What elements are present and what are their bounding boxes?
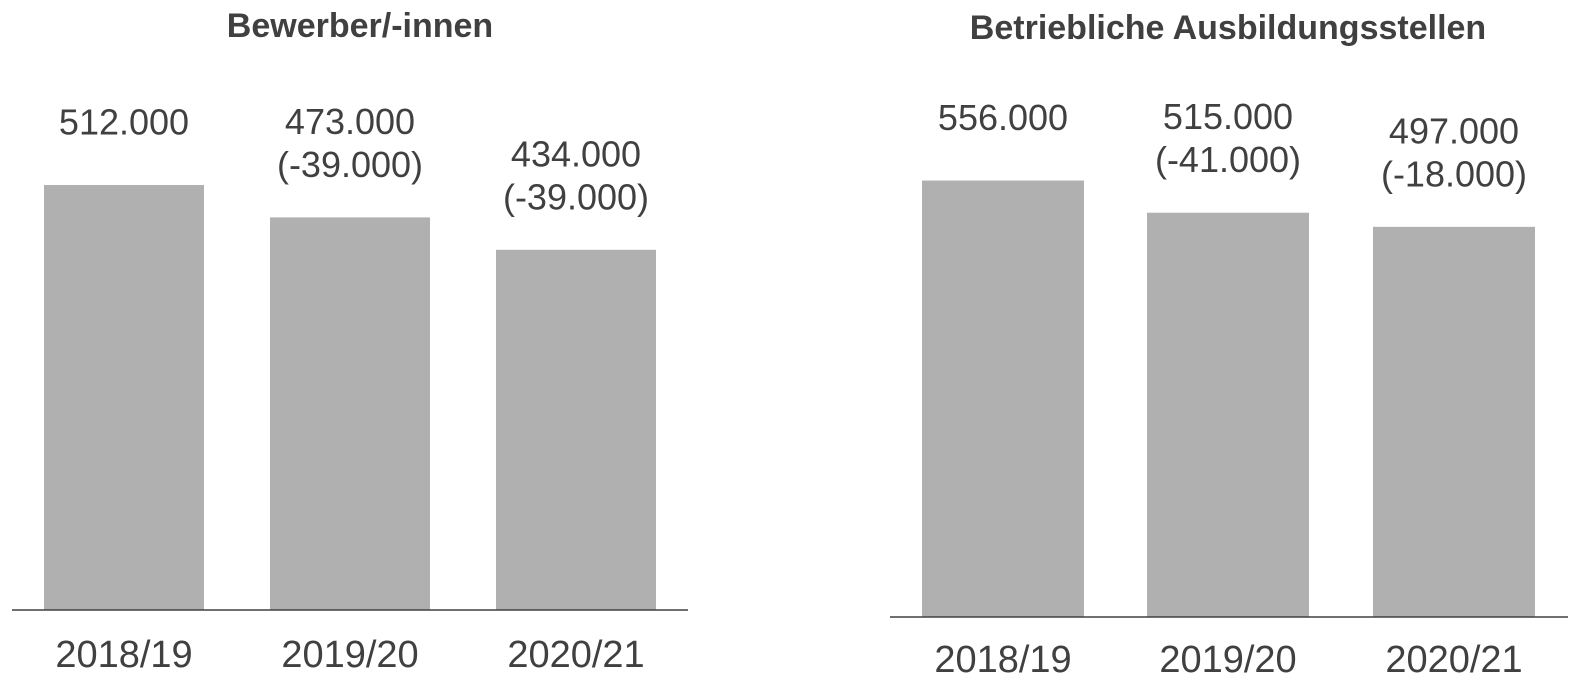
value-label: 497.000 [1389,110,1519,151]
value-label: 473.000 [285,101,415,142]
change-label: (-41.000) [1155,139,1301,180]
x-tick-label: 2020/21 [1385,639,1522,681]
bar [270,217,430,610]
x-tick-label: 2019/20 [281,634,418,676]
x-tick-label: 2018/19 [934,639,1071,681]
bar [496,249,656,610]
change-label: (-18.000) [1381,153,1527,194]
value-label: 515.000 [1163,96,1293,137]
value-label: 512.000 [59,102,189,143]
value-label: 556.000 [938,97,1068,138]
bar [922,180,1084,618]
x-tick-label: 2019/20 [1159,639,1296,681]
x-tick-label: 2020/21 [507,634,644,676]
bar [1147,212,1309,617]
chart-title: Bewerber/-innen [227,7,493,45]
chart-title: Betriebliche Ausbildungsstellen [970,9,1486,47]
bar [1373,226,1535,618]
x-tick-label: 2018/19 [55,634,192,676]
change-label: (-39.000) [503,176,649,217]
change-label: (-39.000) [277,144,423,185]
bar [44,185,204,611]
value-label: 434.000 [511,133,641,174]
